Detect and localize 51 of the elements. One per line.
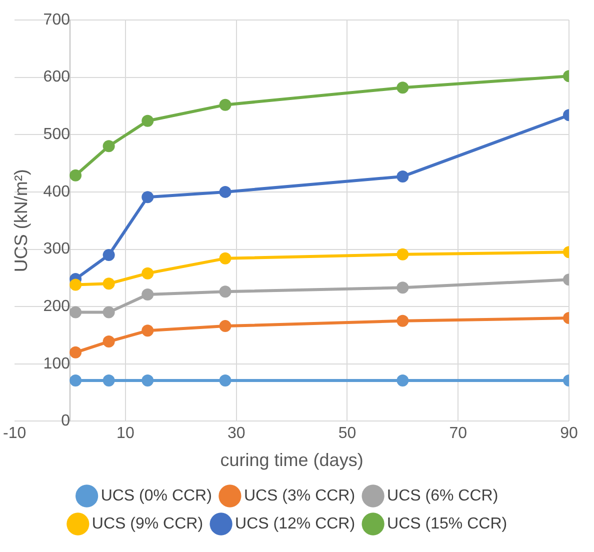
point [70, 374, 82, 387]
x-tick-label: 30 [227, 425, 246, 442]
point [102, 374, 115, 387]
x-tick-label: 50 [338, 425, 356, 442]
legend-label: UCS (6% CCR) [387, 487, 498, 504]
y-tick-label: 300 [43, 240, 70, 258]
point [102, 306, 115, 318]
point [396, 170, 409, 182]
legend-label: UCS (12% CCR) [235, 515, 356, 532]
x-tick-label: 10 [116, 425, 134, 442]
point [219, 252, 232, 264]
point [70, 278, 82, 291]
point [219, 374, 232, 387]
x-axis-title: curing time (days) [220, 450, 364, 470]
x-tick-label: -10 [3, 425, 26, 442]
point [219, 320, 232, 332]
point [70, 346, 82, 358]
legend-label: UCS (15% CCR) [387, 515, 508, 532]
point [142, 267, 154, 280]
point [142, 114, 154, 127]
point [142, 324, 154, 337]
point [102, 278, 115, 290]
y-tick-label: 200 [43, 298, 70, 315]
point [142, 374, 154, 387]
point [102, 248, 115, 261]
y-axis-title: UCS (kN/m²) [10, 169, 31, 272]
point [219, 98, 232, 111]
point [70, 306, 82, 318]
point [219, 186, 232, 198]
y-tick-label: 100 [43, 355, 70, 372]
legend-label: UCS (9% CCR) [92, 515, 204, 532]
point [102, 336, 115, 348]
y-tick-label: 700 [43, 11, 70, 28]
point [396, 248, 409, 260]
point [142, 288, 154, 301]
point [102, 140, 115, 152]
point [396, 374, 409, 387]
x-tick-label: 70 [449, 425, 468, 442]
y-tick-label: 500 [43, 126, 70, 144]
y-tick-label: 0 [61, 412, 70, 430]
x-tick-label: 90 [560, 425, 578, 442]
point [142, 191, 154, 204]
y-tick-label: 600 [43, 68, 70, 86]
point [219, 286, 232, 298]
point [396, 314, 409, 327]
point [396, 282, 409, 294]
legend-label: UCS (3% CCR) [244, 487, 356, 504]
point [70, 169, 82, 182]
y-tick-label: 400 [43, 183, 70, 200]
legend-label: UCS (0% CCR) [100, 487, 212, 504]
point [396, 82, 409, 94]
